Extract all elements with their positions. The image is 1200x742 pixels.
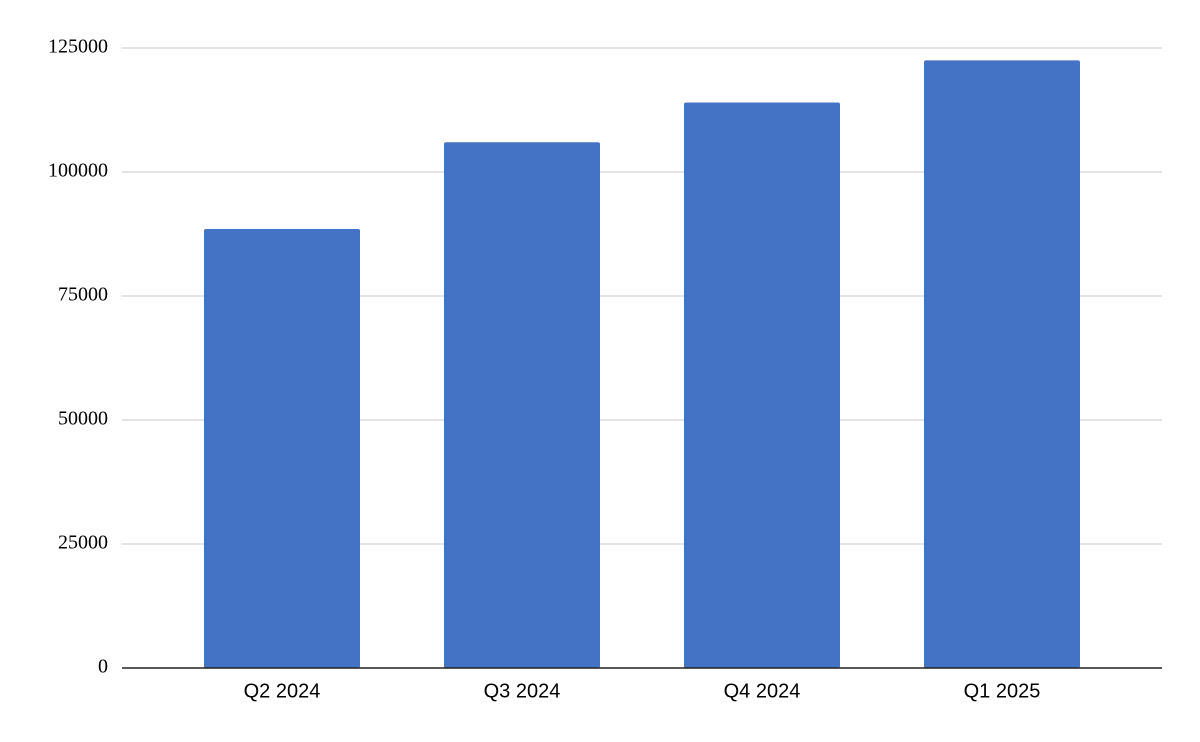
y-tick-label: 75000 (58, 284, 108, 306)
bar (924, 60, 1080, 668)
x-tick-label: Q2 2024 (244, 680, 321, 702)
y-tick-label: 50000 (58, 408, 108, 430)
x-tick-label: Q1 2025 (964, 680, 1041, 702)
x-tick-label: Q4 2024 (724, 680, 801, 702)
y-tick-label: 125000 (48, 36, 108, 58)
bar (684, 102, 840, 668)
bar (444, 142, 600, 669)
y-tick-label: 100000 (48, 160, 108, 182)
y-tick-label: 25000 (58, 532, 108, 554)
x-tick-label: Q3 2024 (484, 680, 561, 702)
y-tick-label: 0 (98, 656, 108, 678)
bar (204, 229, 360, 669)
